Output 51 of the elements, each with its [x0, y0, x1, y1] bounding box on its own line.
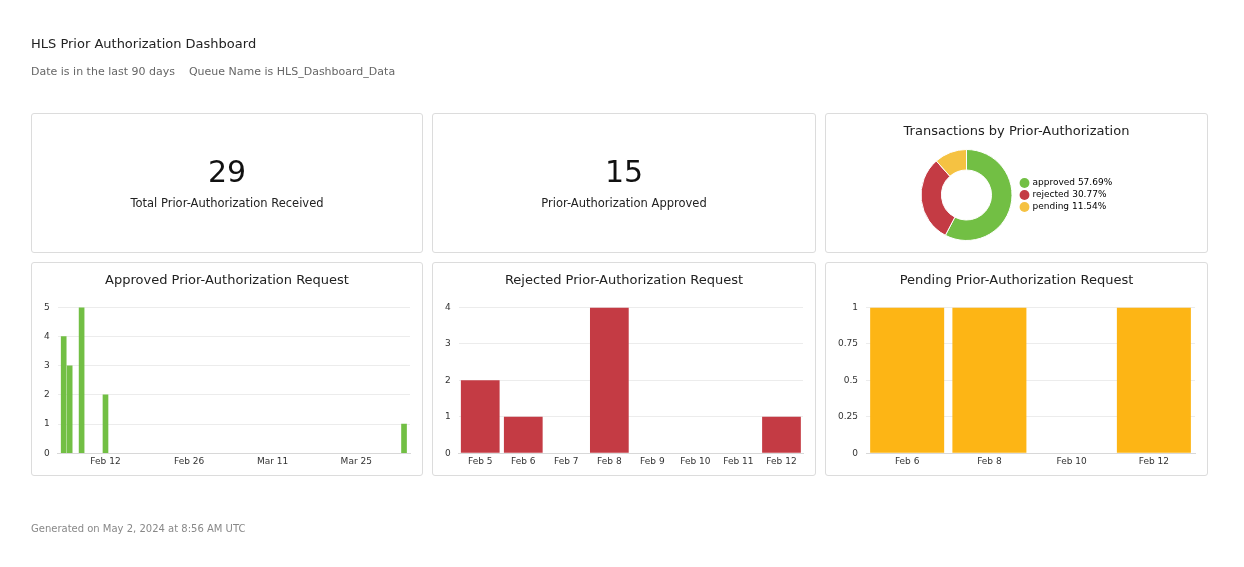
chart-title: Rejected Prior-Authorization Request	[503, 272, 745, 289]
y-tick-label: 3	[444, 338, 451, 349]
x-tick-label: Feb 8	[977, 455, 1002, 466]
text: HLS Prior Authorization Dashboard	[31, 36, 258, 51]
text: Generated on May 2, 2024 at 8:56 AM UTC	[31, 523, 246, 534]
bar	[762, 416, 801, 453]
x-tick-label: Feb 10	[1056, 455, 1088, 466]
x-tick-label: Feb 12	[90, 455, 121, 466]
x-tick-label: Feb 12	[766, 455, 797, 466]
text: Prior-Authorization Approved	[540, 196, 708, 210]
bar	[503, 416, 543, 453]
chart-title: Transactions by Prior-Authorization	[902, 123, 1131, 140]
y-tick-label: 1	[852, 301, 859, 312]
bar	[401, 423, 407, 454]
y-tick-label: 0	[444, 447, 451, 458]
y-tick-label: 0	[852, 447, 859, 458]
legend-label: pending 11.54%	[1032, 201, 1107, 212]
x-tick-label: Feb 12	[1138, 455, 1169, 466]
y-tick-label: 2	[43, 389, 50, 400]
x-tick-label: Feb 6	[894, 455, 920, 466]
x-tick-label: Mar 11	[257, 455, 289, 466]
x-tick-label: Feb 8	[597, 455, 622, 466]
x-tick-label: Feb 6	[511, 455, 536, 466]
chart-title: Approved Prior-Authorization Request	[104, 272, 350, 289]
y-tick-label: 5	[43, 301, 50, 312]
x-tick-label: Feb 9	[640, 455, 665, 466]
data-label: 15	[603, 154, 645, 190]
legend-label: rejected 30.77%	[1032, 189, 1107, 200]
y-tick-label: 0.5	[843, 374, 859, 385]
y-tick-label: 3	[43, 360, 50, 371]
data-label: 29	[206, 154, 248, 190]
y-tick-label: 4	[43, 330, 50, 341]
bar	[589, 307, 629, 453]
text: Total Prior-Authorization Received	[129, 196, 325, 210]
y-tick-label: 4	[444, 301, 451, 312]
text: Date is in the last 90 days Queue Name is HLS_Dashboard_Data	[31, 65, 397, 78]
x-tick-label: Feb 26	[173, 455, 205, 466]
bar	[460, 380, 500, 453]
y-tick-label: 2	[444, 374, 451, 385]
x-tick-label: Feb 7	[554, 455, 579, 466]
x-tick-label: Feb 10	[680, 455, 711, 466]
y-tick-label: 1	[444, 411, 451, 422]
x-tick-label: Feb 5	[467, 455, 493, 466]
y-tick-label: 0	[43, 447, 50, 458]
x-tick-label: Mar 25	[340, 455, 372, 466]
y-tick-label: 1	[43, 418, 50, 429]
x-tick-label: Feb 11	[723, 455, 754, 466]
y-tick-label: 0.75	[837, 338, 859, 349]
chart-title: Pending Prior-Authorization Request	[898, 272, 1135, 289]
legend-label: approved 57.69%	[1032, 177, 1113, 188]
y-tick-label: 0.25	[837, 411, 859, 422]
